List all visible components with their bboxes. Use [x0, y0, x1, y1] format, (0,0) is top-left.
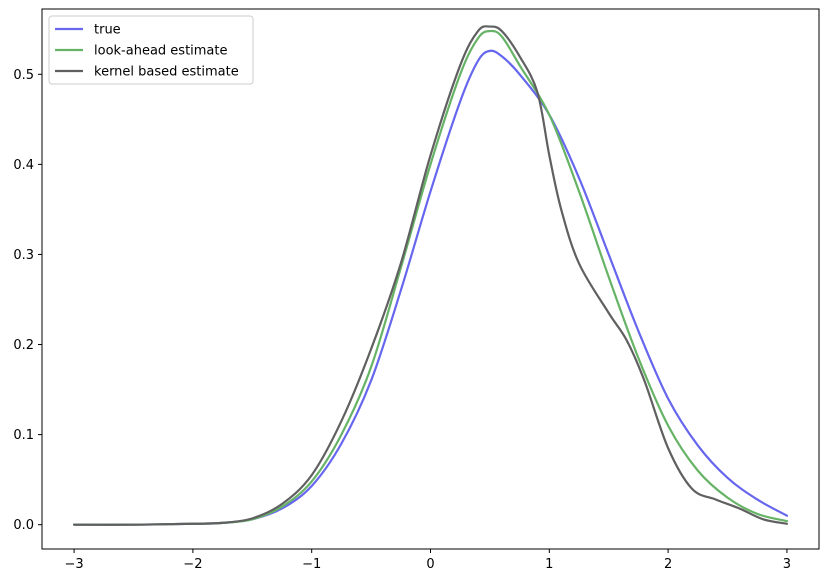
y-tick-label: 0.2 — [13, 338, 34, 353]
x-tick-label: 2 — [664, 557, 672, 572]
y-tick-label: 0.1 — [13, 428, 34, 443]
y-tick-label: 0.0 — [13, 518, 34, 533]
x-tick-label: 0 — [426, 557, 434, 572]
x-tick-label: 1 — [545, 557, 553, 572]
x-tick-label: −2 — [183, 557, 202, 572]
series-layer — [72, 25, 789, 526]
legend-label: true — [94, 23, 121, 38]
y-axis: 0.0 0.1 0.2 0.3 0.4 0.5 — [13, 68, 42, 533]
x-tick-label: 3 — [783, 557, 791, 572]
x-tick-label: −1 — [302, 557, 321, 572]
legend: true look-ahead estimate kernel based esti… — [48, 15, 254, 85]
legend-box — [48, 15, 254, 85]
x-tick-label: −3 — [64, 557, 83, 572]
legend-label: kernel based estimate — [94, 65, 239, 80]
y-tick-label: 0.5 — [13, 68, 34, 83]
series-line-kernel-based-estimate — [72, 25, 789, 526]
y-tick-label: 0.3 — [13, 248, 34, 263]
legend-label: look-ahead estimate — [94, 44, 228, 59]
y-tick-label: 0.4 — [13, 158, 34, 173]
series-line-look-ahead-estimate — [72, 29, 789, 526]
x-axis: −3 −2 −1 0 1 2 3 — [64, 549, 791, 572]
